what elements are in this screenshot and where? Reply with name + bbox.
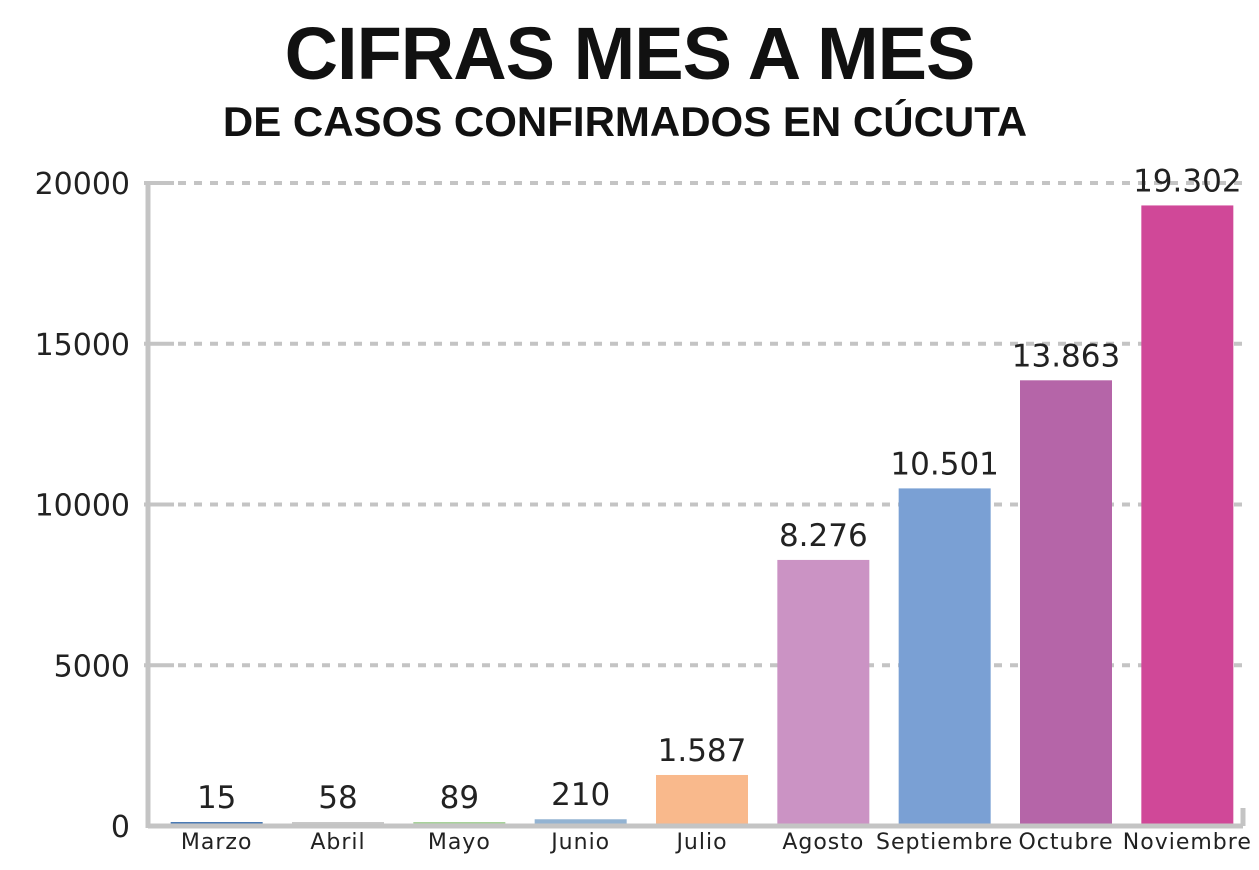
x-category-label: Mayo xyxy=(428,830,491,855)
chart-subtitle: DE CASOS CONFIRMADOS EN CÚCUTA xyxy=(222,98,1028,145)
bar-noviembre xyxy=(1141,205,1234,827)
data-label: 15 xyxy=(197,780,236,816)
x-category-label: Junio xyxy=(549,830,610,855)
bar-octubre xyxy=(1020,380,1112,826)
x-category-label: Octubre xyxy=(1018,830,1113,855)
data-label: 58 xyxy=(318,780,357,816)
data-label: 8.276 xyxy=(779,518,868,554)
gridlines xyxy=(178,181,1246,668)
x-category-label: Marzo xyxy=(181,830,253,855)
x-category-label: Agosto xyxy=(782,830,864,855)
data-label: 89 xyxy=(440,780,479,816)
x-category-label: Noviembre xyxy=(1123,830,1252,855)
bar-agosto xyxy=(777,559,870,826)
bar-julio xyxy=(656,774,748,826)
axes xyxy=(144,181,1246,829)
x-category-label: Septiembre xyxy=(876,830,1013,855)
y-tick-label: 5000 xyxy=(54,649,130,684)
bar-septiembre xyxy=(898,488,991,826)
y-tick-label: 10000 xyxy=(35,489,130,524)
chart-title: CIFRAS MES A MES xyxy=(284,12,976,95)
x-category-label: Abril xyxy=(310,830,365,855)
x-category-label: Julio xyxy=(674,830,727,855)
y-tick-label: 20000 xyxy=(35,167,130,202)
data-label: 10.501 xyxy=(890,446,998,482)
bar-junio xyxy=(534,819,627,826)
bars xyxy=(170,205,1234,827)
y-tick-label: 0 xyxy=(111,810,130,845)
data-label: 13.863 xyxy=(1012,338,1120,374)
data-label: 1.587 xyxy=(658,733,747,769)
labels: 0 5000 10000 15000 20000 15 Marzo 58 Abril 89 Mayo… xyxy=(35,163,1252,855)
data-label: 210 xyxy=(551,777,610,813)
y-tick-label: 15000 xyxy=(35,328,130,363)
data-label: 19.302 xyxy=(1133,163,1241,199)
